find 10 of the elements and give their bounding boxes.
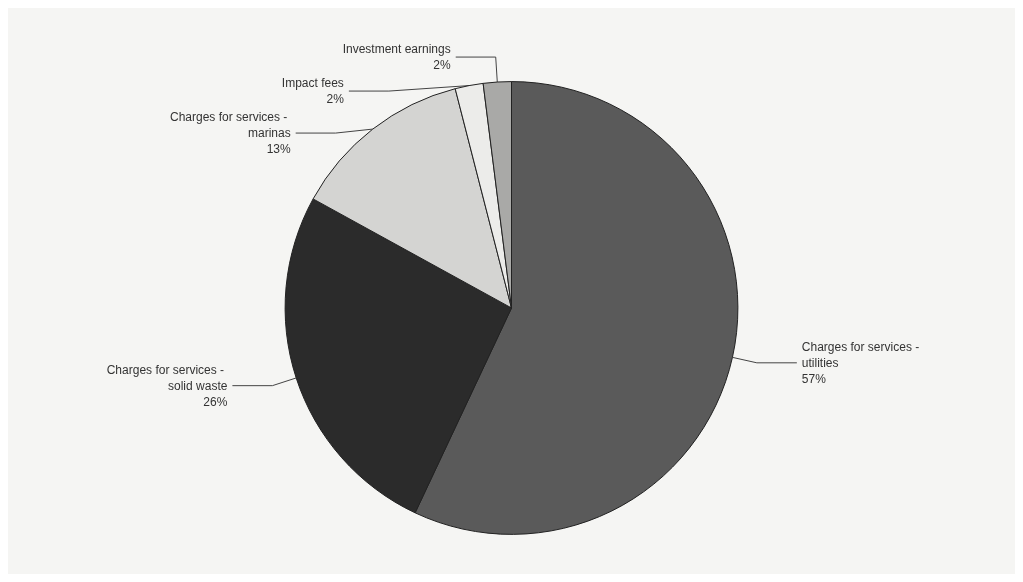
slice-label: Charges for services - utilities xyxy=(801,339,923,370)
data-label: 2% xyxy=(433,58,452,73)
slice-label: Investment earnings xyxy=(342,42,451,57)
data-label: 57% xyxy=(801,371,827,386)
slice-label: Charges for services - marinas xyxy=(169,110,291,141)
slice-label: Charges for services - solid waste xyxy=(106,362,228,393)
slice-label: Impact fees xyxy=(281,76,344,91)
data-label: 2% xyxy=(326,92,345,107)
data-label: 26% xyxy=(203,394,228,409)
data-label: 13% xyxy=(266,142,291,157)
